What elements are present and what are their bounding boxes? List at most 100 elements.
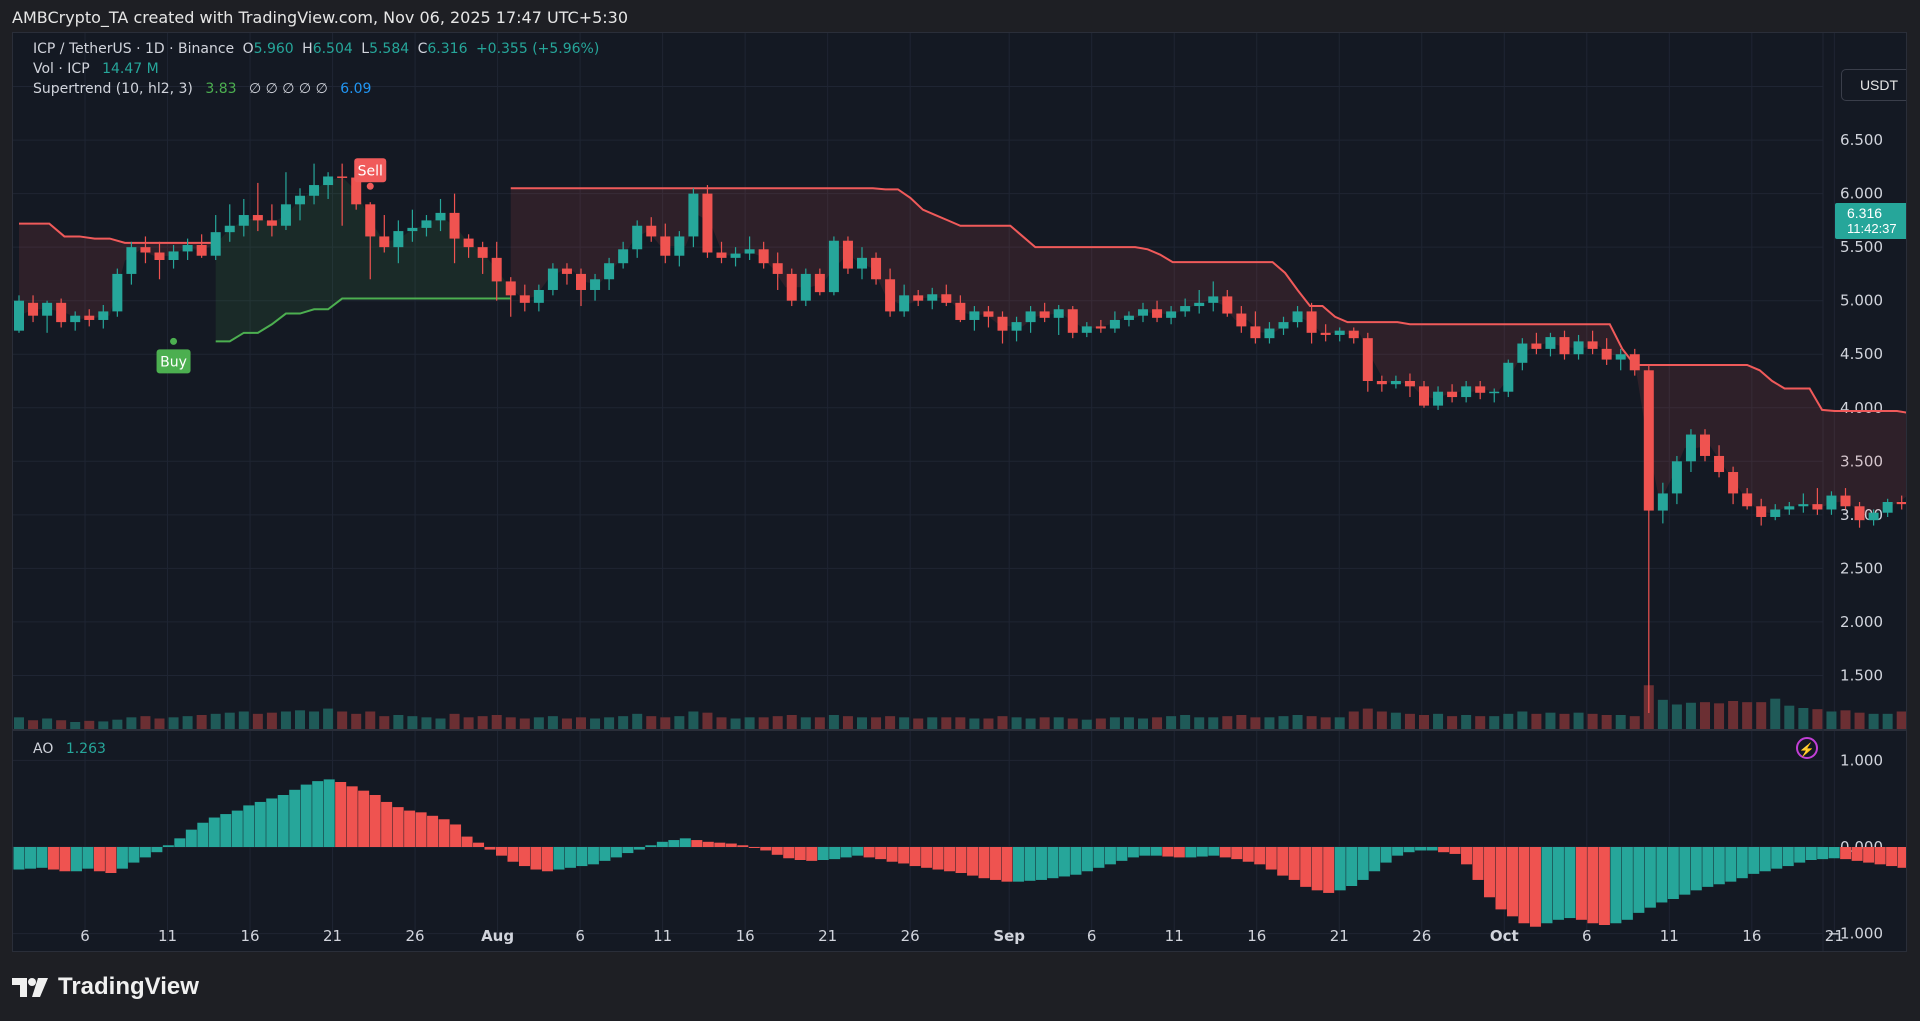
- supertrend-label[interactable]: Supertrend (10, hl2, 3): [33, 81, 193, 97]
- candle-body: [407, 227, 418, 232]
- volume-bar: [1601, 715, 1612, 729]
- ao-bar: [1851, 847, 1863, 861]
- volume-label[interactable]: Vol · ICP: [33, 61, 90, 77]
- ao-bar: [518, 847, 530, 867]
- ao-bar: [1794, 847, 1806, 863]
- volume-bar: [210, 713, 221, 729]
- ao-bar: [875, 847, 887, 860]
- volume-bar: [70, 722, 81, 729]
- candle-body: [1573, 341, 1584, 355]
- ao-bar: [438, 819, 450, 847]
- ao-bar: [116, 847, 128, 869]
- candle-body: [576, 273, 586, 290]
- candle-body: [252, 215, 263, 221]
- volume-bar: [1306, 716, 1317, 729]
- ao-bar: [610, 847, 622, 858]
- ao-bar: [1150, 847, 1162, 856]
- symbol-name[interactable]: ICP / TetherUS · 1D · Binance: [33, 41, 235, 57]
- ao-bar: [1886, 847, 1898, 867]
- candle-body: [1138, 309, 1148, 316]
- volume-bar: [112, 719, 123, 729]
- volume-bar: [196, 715, 207, 729]
- candle-body: [28, 302, 39, 316]
- ao-bar: [702, 841, 714, 847]
- ao-bar: [1690, 847, 1702, 891]
- volume-bar: [309, 711, 320, 729]
- volume-bar: [1770, 698, 1781, 729]
- supertrend-legend: Supertrend (10, hl2, 3) 3.83 ∅ ∅ ∅ ∅ ∅ 6…: [33, 81, 371, 97]
- ao-bar: [300, 784, 312, 847]
- time-axis-tick-label: 26: [1412, 927, 1431, 945]
- time-axis-tick-label: 16: [240, 927, 259, 945]
- ao-bar: [369, 795, 381, 847]
- ao-bar: [932, 847, 944, 870]
- candle-body: [1404, 381, 1415, 387]
- ao-bar: [139, 847, 151, 858]
- chart-frame[interactable]: 7.0006.5006.0005.5005.0004.5004.0003.500…: [12, 32, 1907, 952]
- volume-bar: [1025, 718, 1036, 729]
- candle-body: [927, 294, 938, 301]
- ao-bar: [254, 801, 266, 847]
- volume-bar: [168, 717, 179, 729]
- volume-bar: [1067, 718, 1078, 729]
- time-axis-tick-label: 6: [80, 927, 90, 945]
- ao-bar: [1219, 847, 1231, 858]
- currency-button[interactable]: USDT: [1841, 69, 1906, 101]
- volume-bar: [1503, 713, 1514, 729]
- ao-bar: [1564, 847, 1576, 919]
- ao-bar: [771, 847, 783, 855]
- volume-bar: [365, 711, 376, 729]
- candle-body: [1194, 302, 1205, 307]
- volume-bar: [14, 717, 24, 729]
- ao-bar: [1116, 847, 1128, 861]
- ao-bar: [1024, 847, 1036, 881]
- ao-bar: [1139, 847, 1151, 856]
- ao-bar: [36, 847, 48, 868]
- volume-bar: [1700, 702, 1710, 729]
- volume-bar: [744, 717, 755, 729]
- volume-bar: [885, 716, 896, 729]
- candle-body: [98, 311, 109, 320]
- time-axis-tick-label: 21: [1825, 927, 1844, 945]
- volume-bar: [927, 717, 938, 729]
- price-chart[interactable]: 7.0006.5006.0005.5005.0004.5004.0003.500…: [13, 33, 1906, 951]
- time-axis-tick-label: 6: [575, 927, 585, 945]
- chart-attribution: AMBCrypto_TA created with TradingView.co…: [12, 8, 629, 27]
- candle-body: [1334, 330, 1345, 335]
- supertrend-value: 3.83: [205, 81, 237, 97]
- ao-bar: [1415, 847, 1427, 851]
- ao-bar: [794, 847, 806, 860]
- ao-bar: [1403, 847, 1415, 853]
- candle-body: [421, 220, 432, 228]
- volume-bar: [1320, 717, 1331, 729]
- lightning-icon[interactable]: ⚡: [1796, 737, 1818, 759]
- sell-signal-label: Sell: [358, 163, 383, 179]
- tradingview-logo[interactable]: TradingView: [12, 972, 199, 1002]
- volume-bar: [1882, 713, 1893, 729]
- ao-bar: [381, 801, 393, 847]
- time-axis-tick-label: 11: [653, 927, 672, 945]
- volume-bar: [435, 718, 446, 729]
- ao-label[interactable]: AO: [33, 741, 54, 757]
- ao-bar: [1805, 847, 1817, 860]
- price-axis-tick-label: 6.500: [1840, 131, 1883, 149]
- volume-bar: [842, 716, 853, 729]
- ao-bar: [1277, 847, 1289, 876]
- ao-bar: [231, 810, 243, 847]
- candle-body: [238, 215, 249, 226]
- volume-bar: [1334, 717, 1345, 729]
- price-axis-tick-label: 4.000: [1840, 399, 1883, 417]
- time-axis-tick-label: 6: [1087, 927, 1097, 945]
- ao-bar: [1828, 847, 1840, 859]
- candle-body: [1714, 455, 1725, 473]
- candle-body: [533, 289, 544, 303]
- candle-body: [646, 225, 657, 237]
- candle-body: [1615, 354, 1626, 360]
- ao-bar: [277, 795, 289, 847]
- volume-bar: [632, 713, 643, 729]
- ao-bar: [1874, 847, 1886, 865]
- ao-bar: [1817, 847, 1829, 860]
- ao-bar: [1736, 847, 1748, 879]
- candle-body: [1531, 343, 1542, 349]
- candle-body: [1306, 311, 1317, 333]
